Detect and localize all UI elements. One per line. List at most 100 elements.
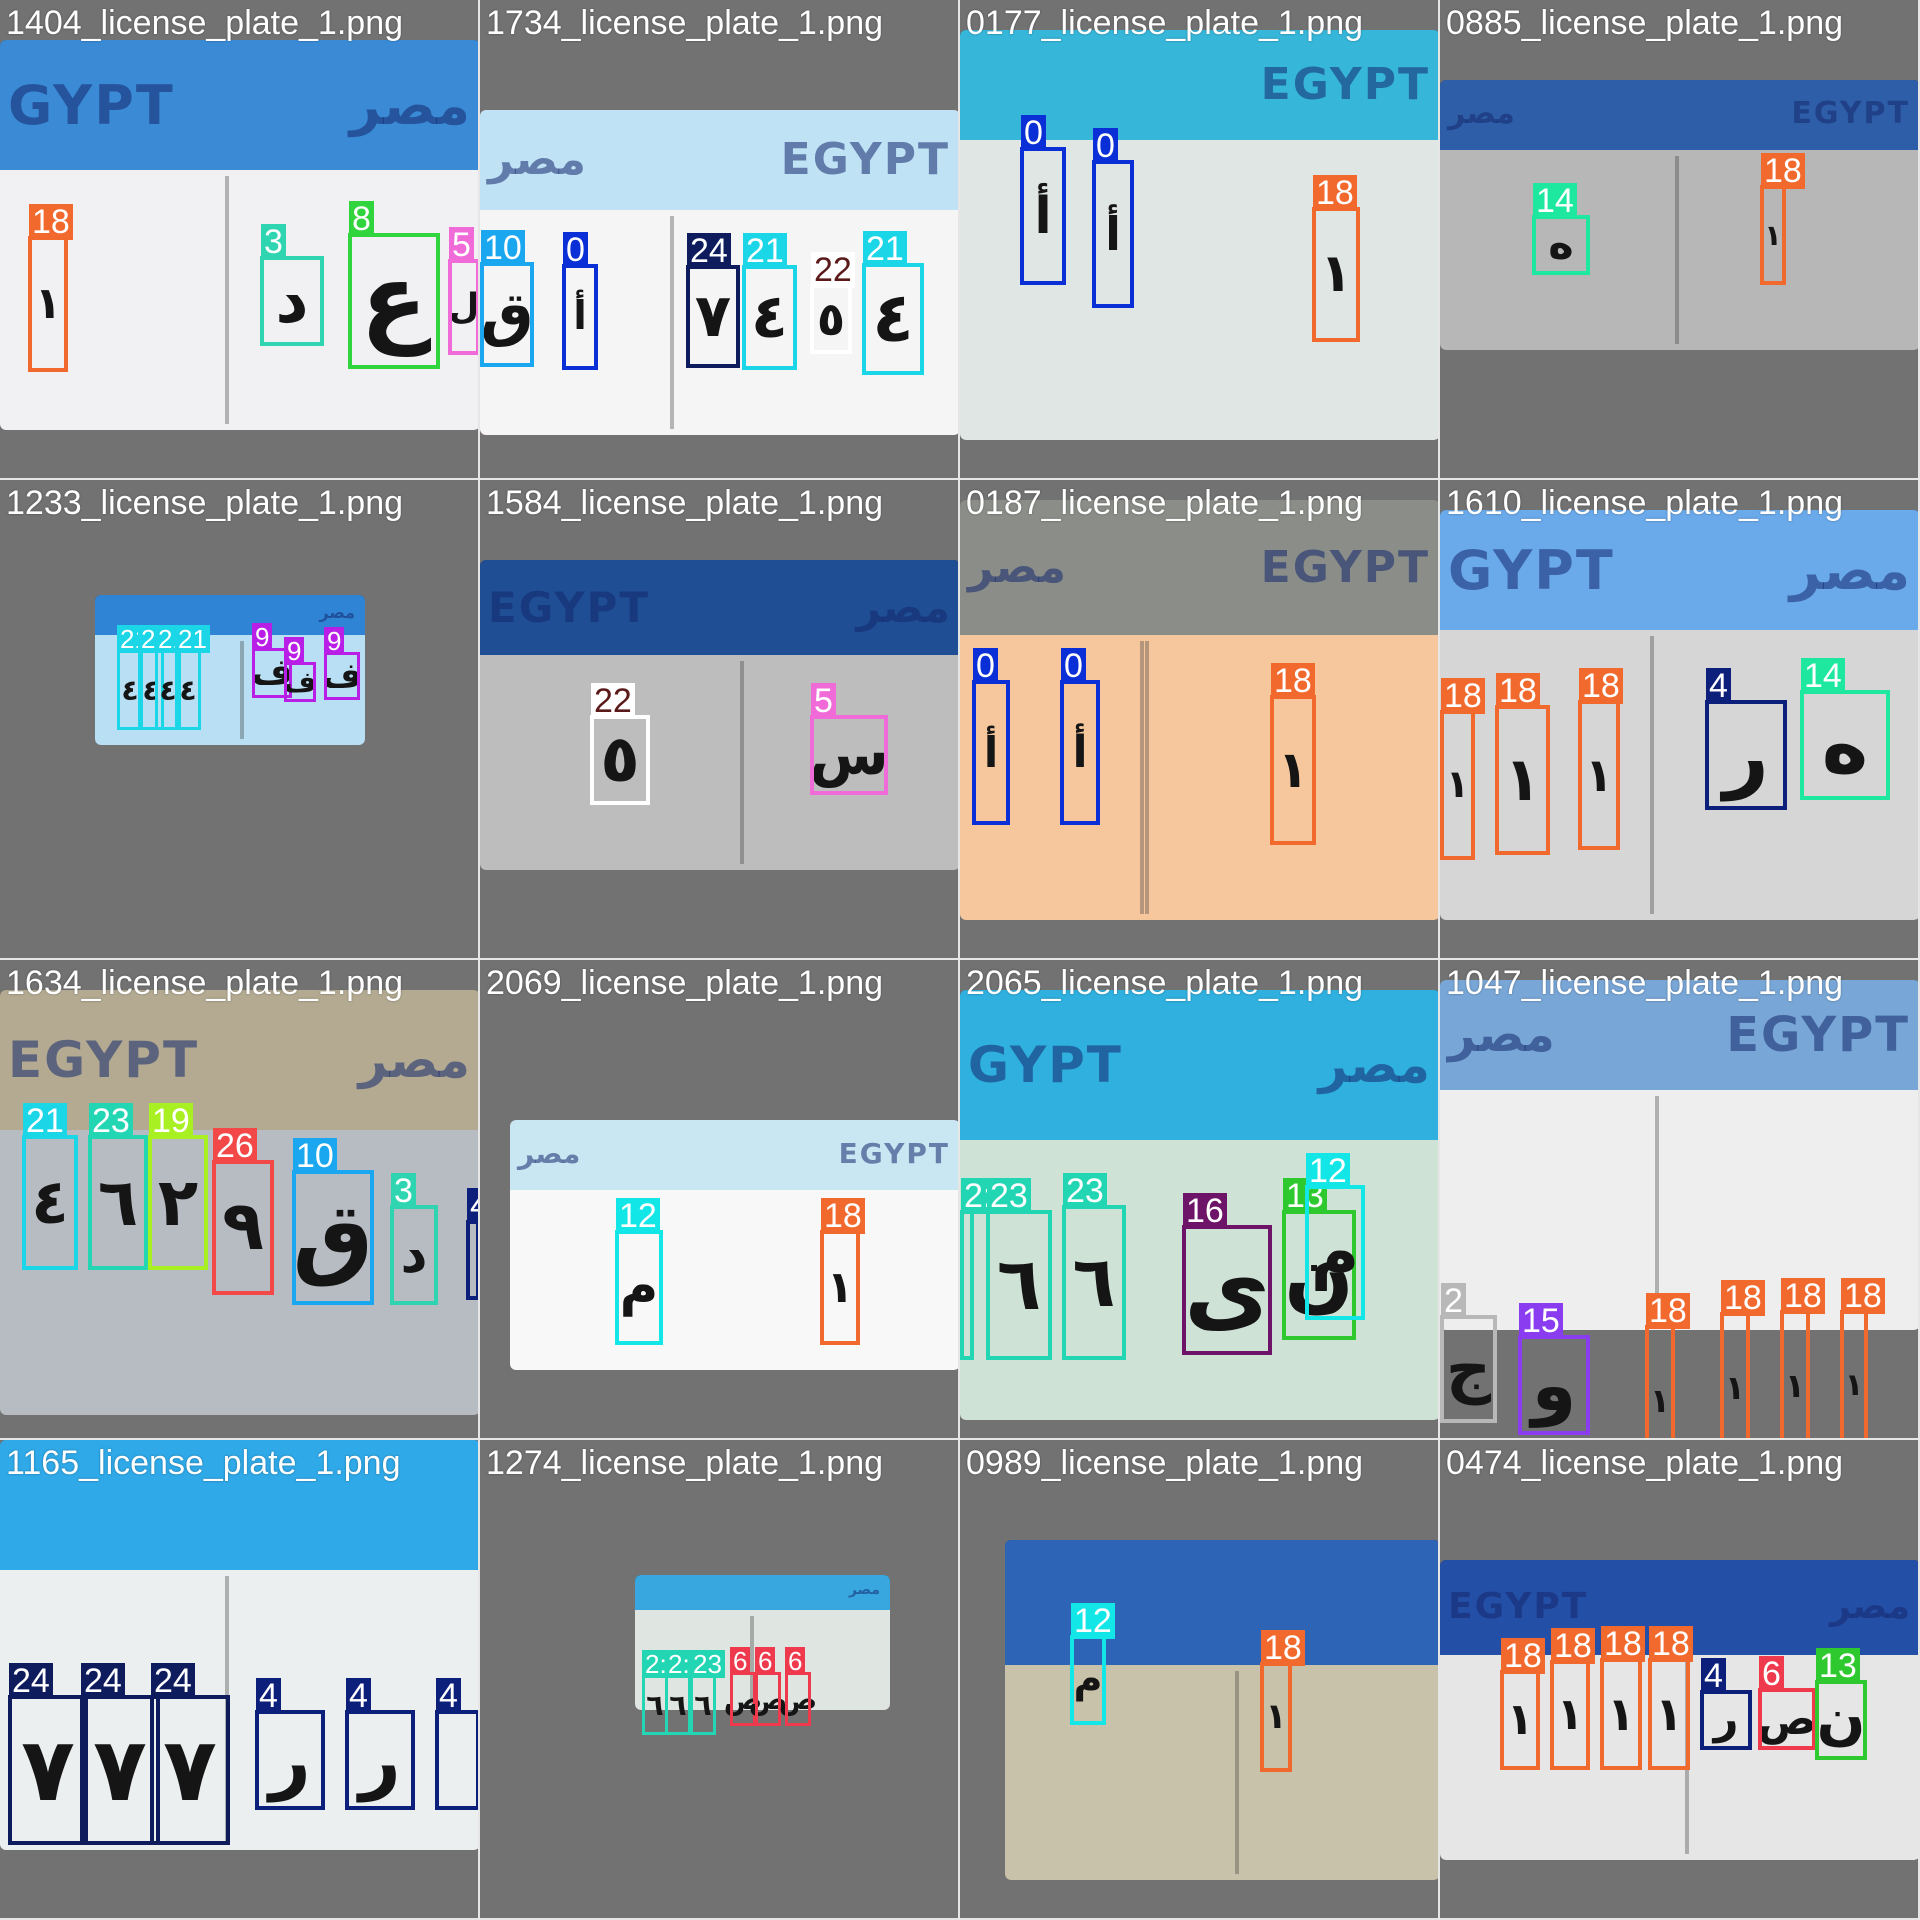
plate-top-band: EGYPT مصر — [480, 560, 958, 655]
class-label: 15 — [1519, 1303, 1563, 1339]
license-plate-image: مصر EGYPT — [1440, 980, 1918, 1330]
plate-divider — [1145, 641, 1149, 914]
plate-band-right-text: EGYPT — [838, 1137, 950, 1170]
detection-box: 18 — [820, 1198, 865, 1345]
detection-box: 15 — [1518, 1303, 1590, 1435]
plate-top-band — [0, 1440, 478, 1570]
plate-character-area — [1440, 150, 1918, 350]
plate-character: ق — [292, 1184, 374, 1290]
plate-top-band: مصر EGYPT — [960, 500, 1438, 635]
image-filename: 1584_license_plate_1.png — [486, 484, 884, 522]
plate-top-band: مصر — [635, 1575, 890, 1610]
class-label: 2: — [665, 1650, 693, 1678]
plate-band-left-text: مصر — [1448, 96, 1515, 131]
plate-character: ١ — [1319, 243, 1353, 305]
plate-character: م — [1073, 1656, 1103, 1703]
class-label: 24 — [81, 1663, 125, 1699]
image-filename: 0989_license_plate_1.png — [966, 1444, 1364, 1482]
plate-character: ص — [1756, 1692, 1818, 1745]
detection-box: 14 — [1800, 658, 1890, 800]
class-label: 3 — [261, 224, 286, 260]
plate-character: ر — [269, 1718, 311, 1802]
detection-box: 19 — [148, 1103, 208, 1270]
detection-box: 18 — [1840, 1278, 1885, 1438]
plate-character-area — [1440, 1090, 1918, 1330]
license-plate-image — [0, 1440, 478, 1850]
image-filename: 1165_license_plate_1.png — [6, 1444, 401, 1482]
detection-box: 0 — [562, 232, 598, 370]
detection-box: 8 — [348, 201, 440, 369]
class-label: 3 — [391, 1173, 416, 1209]
detection-box: 23 — [1062, 1173, 1126, 1360]
license-plate-image: GYPT مصر — [0, 40, 478, 430]
plate-band-left-text: مصر — [968, 541, 1066, 593]
detection-box: 3 — [260, 224, 324, 346]
class-label: 18 — [29, 204, 73, 240]
plate-character: ٤ — [31, 1165, 69, 1238]
plate-top-band: GYPT مصر — [1440, 510, 1918, 630]
plate-character: ر — [1723, 708, 1769, 802]
class-label: 18 — [1841, 1278, 1885, 1314]
detection-box: 18 — [1780, 1278, 1825, 1438]
plate-character: ل — [448, 286, 480, 328]
detection-box: 18 — [1312, 175, 1360, 342]
plate-character: ١ — [1445, 761, 1470, 807]
plate-character-area — [960, 635, 1438, 920]
plate-band-left-text: مصر — [518, 1137, 581, 1170]
detection-box: 26 — [212, 1128, 274, 1295]
detection-box: 6 — [785, 1647, 811, 1726]
detection-box: 23 — [690, 1650, 725, 1735]
class-label: 14 — [1533, 183, 1577, 219]
image-filename: 1233_license_plate_1.png — [6, 484, 404, 522]
detection-box: 18 — [1760, 153, 1805, 285]
plate-character-area — [510, 1190, 958, 1370]
license-plate-image: مصر EGYPT — [960, 500, 1438, 920]
class-label: 18 — [1261, 1630, 1305, 1666]
image-filename: 1047_license_plate_1.png — [1446, 964, 1844, 1002]
plate-character-area — [0, 170, 478, 430]
image-filename: 0474_license_plate_1.png — [1446, 1444, 1844, 1482]
class-label: 0 — [563, 232, 588, 268]
plate-character: ر — [1713, 1694, 1739, 1745]
class-label: 12 — [616, 1198, 660, 1234]
detection-box: 0 — [972, 648, 1010, 825]
detection-tile: EGYPT مصر ١ 18 ١ 18 ١ 18 ١ 18 ر 4 ص 6 ن 13 0474_license_… — [1440, 1440, 1920, 1920]
class-label: 0 — [973, 648, 998, 684]
class-label: 16 — [1183, 1193, 1227, 1229]
detection-box: 9 — [324, 627, 360, 700]
plate-character: م — [619, 1256, 659, 1318]
detection-box: 5 — [448, 227, 478, 355]
class-label: 4 — [467, 1188, 478, 1224]
class-label: 4 — [1706, 668, 1731, 704]
plate-character: ٩ — [222, 1187, 264, 1267]
class-label: 2 — [1441, 1283, 1466, 1319]
plate-divider — [225, 176, 229, 424]
plate-top-band — [1005, 1540, 1438, 1665]
class-label: 24 — [151, 1663, 195, 1699]
plate-character: ٦ — [97, 1163, 139, 1241]
detection-box: 4 — [435, 1678, 478, 1810]
detection-box: 10 — [292, 1138, 374, 1305]
detection-box: 21 — [862, 231, 924, 375]
class-label: 23 — [690, 1650, 725, 1678]
plate-character: ١ — [1764, 217, 1782, 252]
class-label: 5 — [811, 683, 836, 719]
class-label: 5 — [449, 227, 474, 263]
plate-character: ه — [1821, 698, 1869, 792]
class-label: 9 — [252, 623, 273, 651]
class-label: 14 — [1801, 658, 1845, 694]
class-label: 18 — [1601, 1626, 1645, 1662]
class-label: 24 — [9, 1663, 53, 1699]
detection-tile: مصر EGYPT ه 14 ١ 18 0885_license_plate_1.png — [1440, 0, 1920, 480]
detection-box: 18 — [1495, 673, 1550, 855]
class-label: 4 — [346, 1678, 371, 1714]
class-label: 18 — [1649, 1626, 1693, 1662]
class-label: 21 — [175, 625, 210, 653]
plate-character: ١ — [1556, 1689, 1584, 1740]
detection-box: 18 — [28, 204, 73, 372]
detection-box: 18 — [1260, 1630, 1305, 1772]
class-label: 23 — [89, 1103, 133, 1139]
plate-band-right-text: مصر — [856, 582, 950, 632]
detection-box: 5 — [810, 683, 888, 795]
plate-character: ١ — [1504, 744, 1541, 815]
